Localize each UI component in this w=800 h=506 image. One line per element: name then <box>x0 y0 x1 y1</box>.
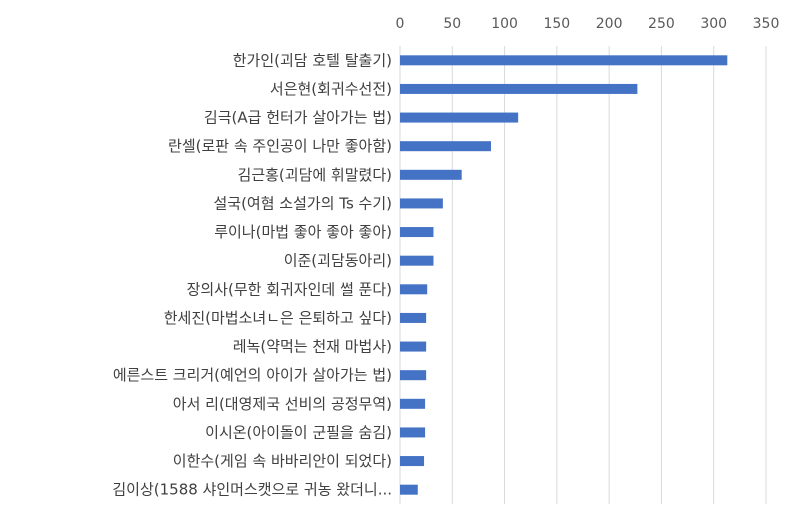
bar <box>400 427 426 438</box>
bar <box>400 398 426 409</box>
x-tick-label: 0 <box>396 16 405 32</box>
category-label: 레녹(약먹는 천재 마법사) <box>233 338 392 356</box>
category-label: 이한수(게임 속 바바리안이 되었다) <box>173 452 392 470</box>
bar <box>400 227 434 238</box>
category-label: 한가인(괴담 호텔 탈출기) <box>233 51 392 69</box>
category-label: 김이상(1588 샤인머스캣으로 귀농 왔더니... <box>112 481 392 499</box>
bar <box>400 55 728 66</box>
x-tick-label: 200 <box>596 16 623 32</box>
bar <box>400 484 418 495</box>
x-axis-tick-labels: 0 50 100 150 200 250 300 350 <box>396 16 780 32</box>
bar <box>400 169 462 180</box>
category-label: 서은현(회귀수선전) <box>270 80 392 98</box>
category-label: 김극(A급 헌터가 살아가는 법) <box>204 109 392 127</box>
bar <box>400 141 491 152</box>
bar <box>400 83 638 94</box>
category-label: 김근홍(괴담에 휘말렸다) <box>238 166 392 184</box>
bar <box>400 112 519 123</box>
bar <box>400 284 428 295</box>
x-tick-label: 250 <box>648 16 675 32</box>
category-label: 한세진(마법소녀ㄴ은 은퇴하고 싶다) <box>164 309 392 327</box>
category-label: 루이나(마법 좋아 좋아 좋아) <box>214 223 392 241</box>
category-label: 란셀(로판 속 주인공이 나만 좋아함) <box>168 137 392 155</box>
bar <box>400 370 427 381</box>
category-label: 이준(괴담동아리) <box>284 252 392 270</box>
bar <box>400 198 443 209</box>
bar <box>400 456 425 467</box>
category-label: 설국(여혐 소설가의 Ts 수기) <box>213 194 392 212</box>
bar <box>400 312 427 323</box>
category-label: 에른스트 크리거(예언의 아이가 살아가는 법) <box>113 366 392 384</box>
bar <box>400 255 434 266</box>
category-label: 이시온(아이돌이 군필을 숨김) <box>205 423 392 441</box>
category-labels: 한가인(괴담 호텔 탈출기) 서은현(회귀수선전) 김극(A급 헌터가 살아가는 법… <box>112 51 392 498</box>
x-tick-label: 300 <box>700 16 727 32</box>
bars <box>400 55 728 495</box>
x-tick-label: 150 <box>543 16 570 32</box>
category-label: 아서 리(대영제국 선비의 공정무역) <box>173 395 392 413</box>
bar <box>400 341 427 352</box>
x-tick-label: 50 <box>443 16 461 32</box>
category-label: 장의사(무한 회귀자인데 썰 푼다) <box>187 280 392 298</box>
x-tick-label: 350 <box>753 16 780 32</box>
x-tick-label: 100 <box>491 16 518 32</box>
